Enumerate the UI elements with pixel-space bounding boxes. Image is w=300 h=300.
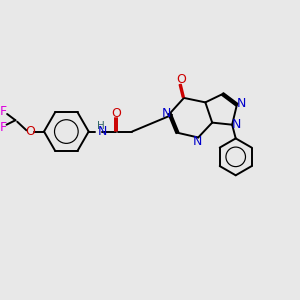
Text: N: N (232, 118, 242, 131)
Text: O: O (112, 107, 122, 120)
Text: F: F (0, 121, 7, 134)
Text: N: N (161, 106, 171, 120)
Text: H: H (97, 121, 105, 131)
Text: N: N (98, 125, 108, 138)
Text: N: N (237, 97, 246, 110)
Text: F: F (0, 105, 7, 118)
Text: O: O (26, 125, 35, 138)
Text: N: N (193, 135, 202, 148)
Text: O: O (176, 73, 186, 86)
